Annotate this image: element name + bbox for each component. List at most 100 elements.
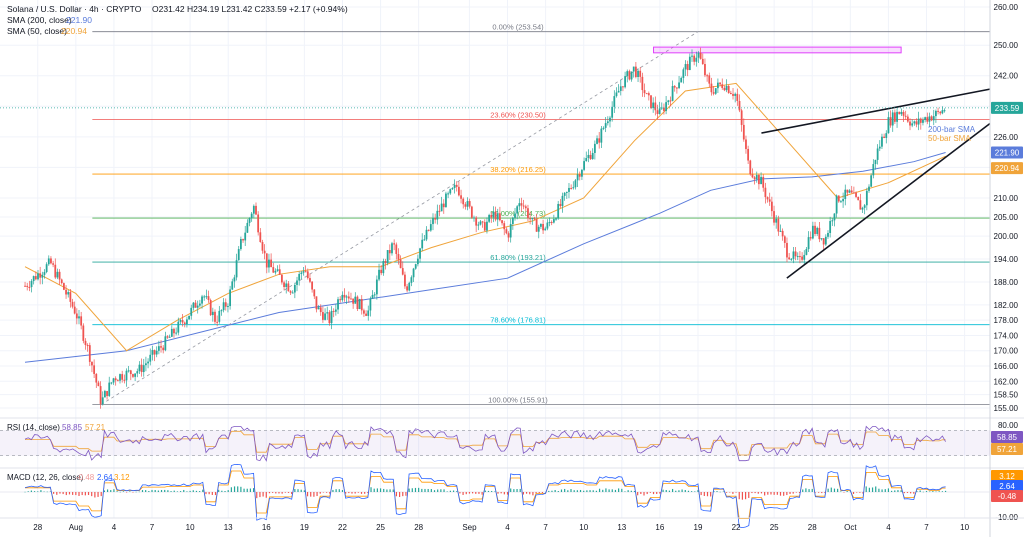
macd-histogram-bar: [789, 492, 791, 494]
macd-histogram-bar: [602, 489, 604, 492]
candle-body: [531, 218, 534, 220]
time-tick-label: 7: [150, 523, 155, 532]
candle-body: [930, 116, 933, 121]
candle-body: [492, 211, 495, 218]
macd-histogram-bar: [40, 490, 42, 492]
candle-body: [533, 218, 536, 220]
macd-histogram-bar: [910, 492, 912, 494]
candle-body: [688, 56, 691, 71]
candle-body: [820, 238, 823, 240]
candle-body: [811, 225, 814, 239]
candle-body: [773, 211, 775, 223]
macd-histogram-bar: [671, 488, 674, 492]
candle-body: [708, 75, 711, 84]
macd-histogram-bar: [900, 490, 902, 492]
candle-body: [250, 213, 253, 219]
macd-histogram-bar: [652, 492, 655, 495]
macd-histogram-bar: [370, 487, 372, 492]
macd-histogram-bar: [91, 492, 93, 497]
sma50-legend-label: SMA (50, close): [7, 26, 67, 36]
candle-body: [198, 303, 201, 306]
macd-histogram-bar: [932, 491, 934, 492]
candle-body: [270, 259, 273, 268]
macd-histogram-bar: [135, 491, 137, 493]
macd-histogram-bar: [237, 486, 239, 492]
macd-histogram-bar: [621, 488, 623, 492]
candle-body: [656, 110, 659, 114]
candle-body: [704, 64, 706, 76]
candle-body: [919, 118, 922, 123]
candle-body: [628, 71, 631, 80]
macd-histogram-bar: [573, 490, 575, 492]
candle-body: [347, 296, 350, 299]
macd-histogram-bar: [633, 490, 636, 492]
candle-body: [900, 111, 903, 115]
price-tick-label: 194.00: [994, 255, 1019, 264]
candle-body: [293, 284, 296, 293]
macd-signal-badge-bg: [991, 470, 1023, 482]
candle-body: [177, 321, 180, 333]
macd-histogram-bar: [132, 492, 134, 493]
candle-body: [792, 251, 795, 259]
candle-body: [173, 328, 175, 334]
macd-histogram-bar: [729, 492, 731, 493]
price-tick-label: 170.00: [994, 347, 1019, 356]
macd-histogram-bar: [887, 488, 890, 492]
macd-histogram-bar: [122, 491, 125, 492]
macd-histogram-bar: [148, 491, 150, 492]
macd-histogram-bar: [354, 492, 356, 494]
candle-body: [740, 110, 743, 125]
fib-label: 100.00% (155.91): [488, 396, 548, 405]
macd-histogram-bar: [570, 489, 572, 492]
candle-body: [883, 136, 886, 138]
candle-body: [432, 218, 434, 225]
macd-histogram-bar: [935, 491, 937, 493]
candle-body: [237, 249, 240, 261]
macd-histogram-bar: [389, 489, 391, 492]
candle-body: [52, 263, 55, 265]
candle-body: [695, 57, 698, 62]
macd-hist-badge-bg: [991, 490, 1023, 502]
candle-body: [319, 307, 322, 313]
candle-body: [658, 108, 661, 114]
candle-body: [691, 55, 693, 57]
rsi-legend-label: RSI (14, close): [7, 423, 60, 432]
macd-histogram-bar: [798, 492, 801, 494]
macd-histogram-bar: [773, 492, 775, 495]
candle-body: [904, 115, 907, 117]
macd-histogram-bar: [754, 492, 756, 494]
macd-histogram-bar: [802, 489, 804, 492]
candle-body: [745, 139, 747, 149]
macd-histogram-bar: [675, 490, 677, 492]
candle-body: [324, 313, 326, 320]
macd-histogram-bar: [230, 487, 232, 492]
macd-histogram-bar: [665, 489, 667, 492]
time-tick-label: 13: [617, 523, 626, 532]
candle-body: [157, 346, 160, 351]
candle-body: [207, 296, 210, 301]
macd-histogram-bar: [449, 490, 451, 492]
candle-body: [783, 236, 786, 243]
candle-body: [429, 224, 432, 231]
time-axis: 28 Aug 4 7 10 13 16 19 22 25 28 Sep 4 7 10 13 16 19 22 25 28…: [0, 517, 1024, 532]
macd-histogram-bar: [97, 492, 99, 497]
candle-body: [520, 203, 523, 206]
candle-body: [643, 90, 646, 94]
candle-body: [317, 307, 320, 310]
macd-histogram-bar: [535, 492, 537, 494]
candle-body: [781, 230, 784, 237]
candle-body: [803, 254, 806, 260]
candle-body: [706, 75, 709, 77]
trendline: [786, 122, 991, 279]
macd-histogram-bar: [233, 486, 236, 492]
candle-body: [917, 118, 920, 125]
macd-histogram-bar: [249, 488, 252, 492]
macd-histogram-bar: [941, 491, 943, 492]
candle-body: [889, 117, 892, 126]
candle-body: [408, 282, 411, 291]
macd-histogram-bar: [824, 492, 826, 494]
candle-body: [75, 313, 78, 319]
candle-body: [537, 226, 540, 232]
